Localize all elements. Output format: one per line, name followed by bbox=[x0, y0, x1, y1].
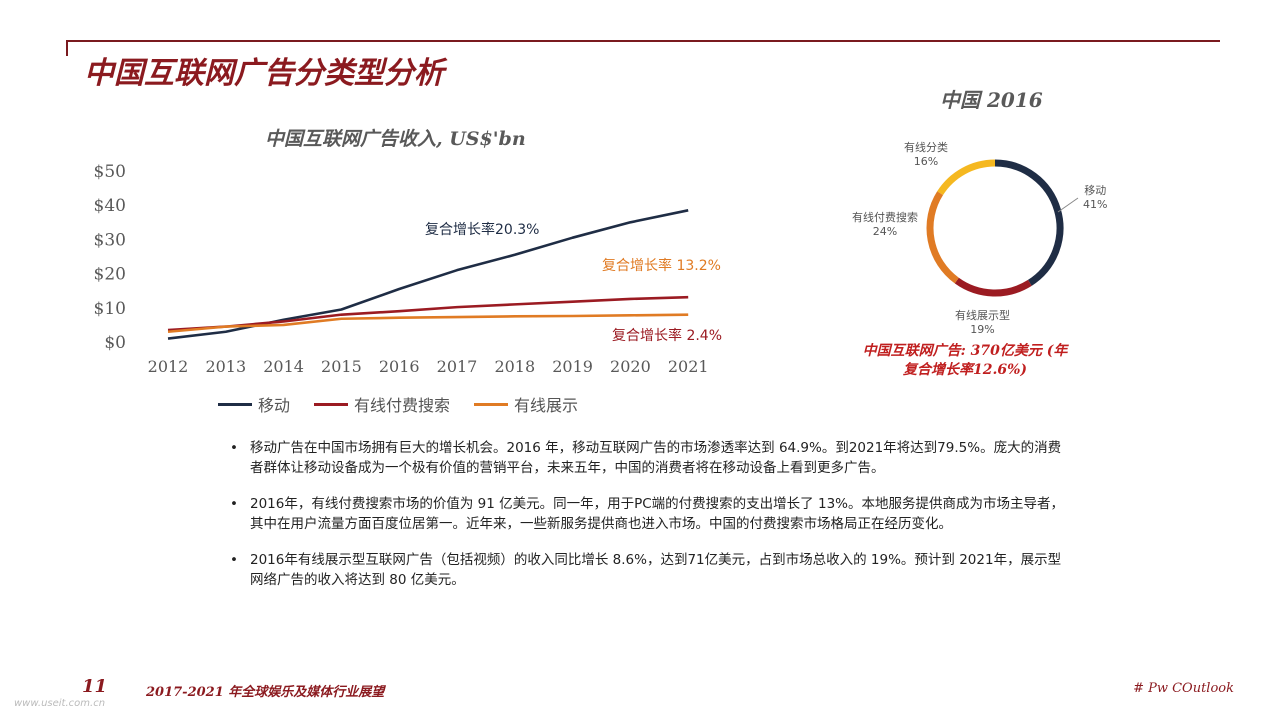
x-tick-label: 2020 bbox=[610, 357, 651, 376]
series-line-1 bbox=[167, 295, 689, 332]
legend-item-display: 有线展示 bbox=[474, 392, 578, 416]
bullet-dot: • bbox=[230, 440, 238, 456]
donut-label-paid-search-pct: 24% bbox=[872, 225, 898, 238]
legend-label-paid-search: 有线付费搜索 bbox=[354, 396, 451, 415]
donut-label-display-name: 有线展示型 bbox=[955, 309, 1010, 322]
legend-item-paid-search: 有线付费搜索 bbox=[314, 392, 450, 416]
x-tick-label: 2019 bbox=[552, 357, 593, 376]
donut-label-classified-pct: 16% bbox=[913, 155, 939, 168]
footer-hashtag: # Pw COutlook bbox=[1133, 681, 1234, 696]
bullet-item: • 移动广告在中国市场拥有巨大的增长机会。2016 年，移动互联网广告的市场渗透… bbox=[228, 438, 1068, 478]
donut-label-mobile-name: 移动 bbox=[1084, 184, 1107, 197]
donut-caption: 中国互联网广告: 370亿美元 (年 复合增长率12.6%) bbox=[830, 342, 1100, 380]
x-tick-label: 2015 bbox=[321, 357, 362, 376]
cagr-label-paid-search: 复合增长率 2.4% bbox=[612, 328, 723, 344]
bullet-list: • 移动广告在中国市场拥有巨大的增长机会。2016 年，移动互联网广告的市场渗透… bbox=[228, 438, 1068, 606]
bullet-text: 2016年，有线付费搜索市场的价值为 91 亿美元。同一年，用于PC端的付费搜索… bbox=[250, 496, 1064, 532]
donut-label-paid-search-name: 有线付费搜索 bbox=[852, 211, 918, 224]
page-number: 11 bbox=[82, 676, 108, 697]
donut-label-display: 有线展示型 19% bbox=[955, 309, 1010, 337]
bullet-text: 2016年有线展示型互联网广告（包括视频）的收入同比增长 8.6%，达到71亿美… bbox=[250, 552, 1062, 588]
donut-leader-line bbox=[1057, 197, 1079, 213]
x-tick-label: 2013 bbox=[205, 357, 246, 376]
x-tick-label: 2017 bbox=[437, 357, 478, 376]
bullet-dot: • bbox=[230, 552, 238, 568]
legend-swatch-mobile bbox=[218, 402, 252, 406]
y-tick-label: $10 bbox=[94, 299, 126, 319]
page-title: 中国互联网广告分类型分析 bbox=[84, 56, 444, 91]
donut-slice bbox=[994, 159, 1064, 286]
legend-label-mobile: 移动 bbox=[258, 396, 291, 415]
donut-slice bbox=[954, 277, 1032, 297]
donut-chart bbox=[926, 159, 1079, 297]
bullet-item: • 2016年有线展示型互联网广告（包括视频）的收入同比增长 8.6%，达到71… bbox=[228, 550, 1068, 590]
donut-label-paid-search: 有线付费搜索 24% bbox=[852, 211, 918, 239]
legend-label-display: 有线展示 bbox=[514, 396, 579, 415]
x-tick-label: 2014 bbox=[263, 357, 304, 376]
footer-title: 2017-2021 年全球娱乐及媒体行业展望 bbox=[146, 685, 385, 700]
donut-slice bbox=[926, 191, 959, 284]
bullet-dot: • bbox=[230, 496, 238, 512]
y-tick-label: $40 bbox=[94, 196, 126, 216]
y-tick-label: $30 bbox=[94, 230, 126, 250]
donut-caption-line1: 中国互联网广告: 370亿美元 (年 bbox=[862, 343, 1068, 359]
x-tick-label: 2018 bbox=[494, 357, 535, 376]
donut-label-mobile: 移动 41% bbox=[1083, 184, 1107, 212]
series-line-2 bbox=[167, 313, 689, 334]
y-tick-label: $50 bbox=[94, 162, 126, 182]
x-tick-label: 2012 bbox=[148, 357, 189, 376]
x-tick-label: 2016 bbox=[379, 357, 420, 376]
bullet-text: 移动广告在中国市场拥有巨大的增长机会。2016 年，移动互联网广告的市场渗透率达… bbox=[250, 440, 1062, 476]
donut-label-mobile-pct: 41% bbox=[1083, 198, 1108, 211]
donut-label-display-pct: 19% bbox=[970, 323, 995, 336]
donut-caption-line2: 复合增长率12.6%) bbox=[902, 362, 1028, 378]
legend-swatch-paid-search bbox=[314, 402, 349, 406]
bullet-item: • 2016年，有线付费搜索市场的价值为 91 亿美元。同一年，用于PC端的付费… bbox=[228, 494, 1068, 534]
y-tick-label: $20 bbox=[94, 265, 126, 285]
donut-slice bbox=[937, 159, 996, 196]
legend-swatch-display bbox=[474, 402, 509, 406]
line-chart: $0 $10 $20 $30 $40 $50 2012 2013 2014 2015 2016 201… bbox=[94, 162, 709, 376]
legend-item-mobile: 移动 bbox=[218, 392, 290, 416]
cagr-label-mobile: 复合增长率20.3% bbox=[425, 222, 540, 238]
donut-label-classified: 有线分类 16% bbox=[904, 141, 948, 169]
x-tick-label: 2021 bbox=[668, 357, 709, 376]
donut-label-classified-name: 有线分类 bbox=[904, 141, 948, 154]
watermark: www.useit.com.cn bbox=[14, 698, 106, 709]
line-chart-title: 中国互联网广告收入, US$'bn bbox=[265, 128, 526, 150]
donut-chart-title: 中国 2016 bbox=[940, 88, 1043, 112]
y-tick-label: $0 bbox=[104, 333, 126, 353]
cagr-label-display: 复合增长率 13.2% bbox=[602, 258, 721, 274]
line-chart-legend: 移动 有线付费搜索 有线展示 bbox=[218, 392, 578, 416]
header-rule-tick bbox=[66, 40, 68, 56]
header-rule bbox=[66, 40, 1220, 42]
